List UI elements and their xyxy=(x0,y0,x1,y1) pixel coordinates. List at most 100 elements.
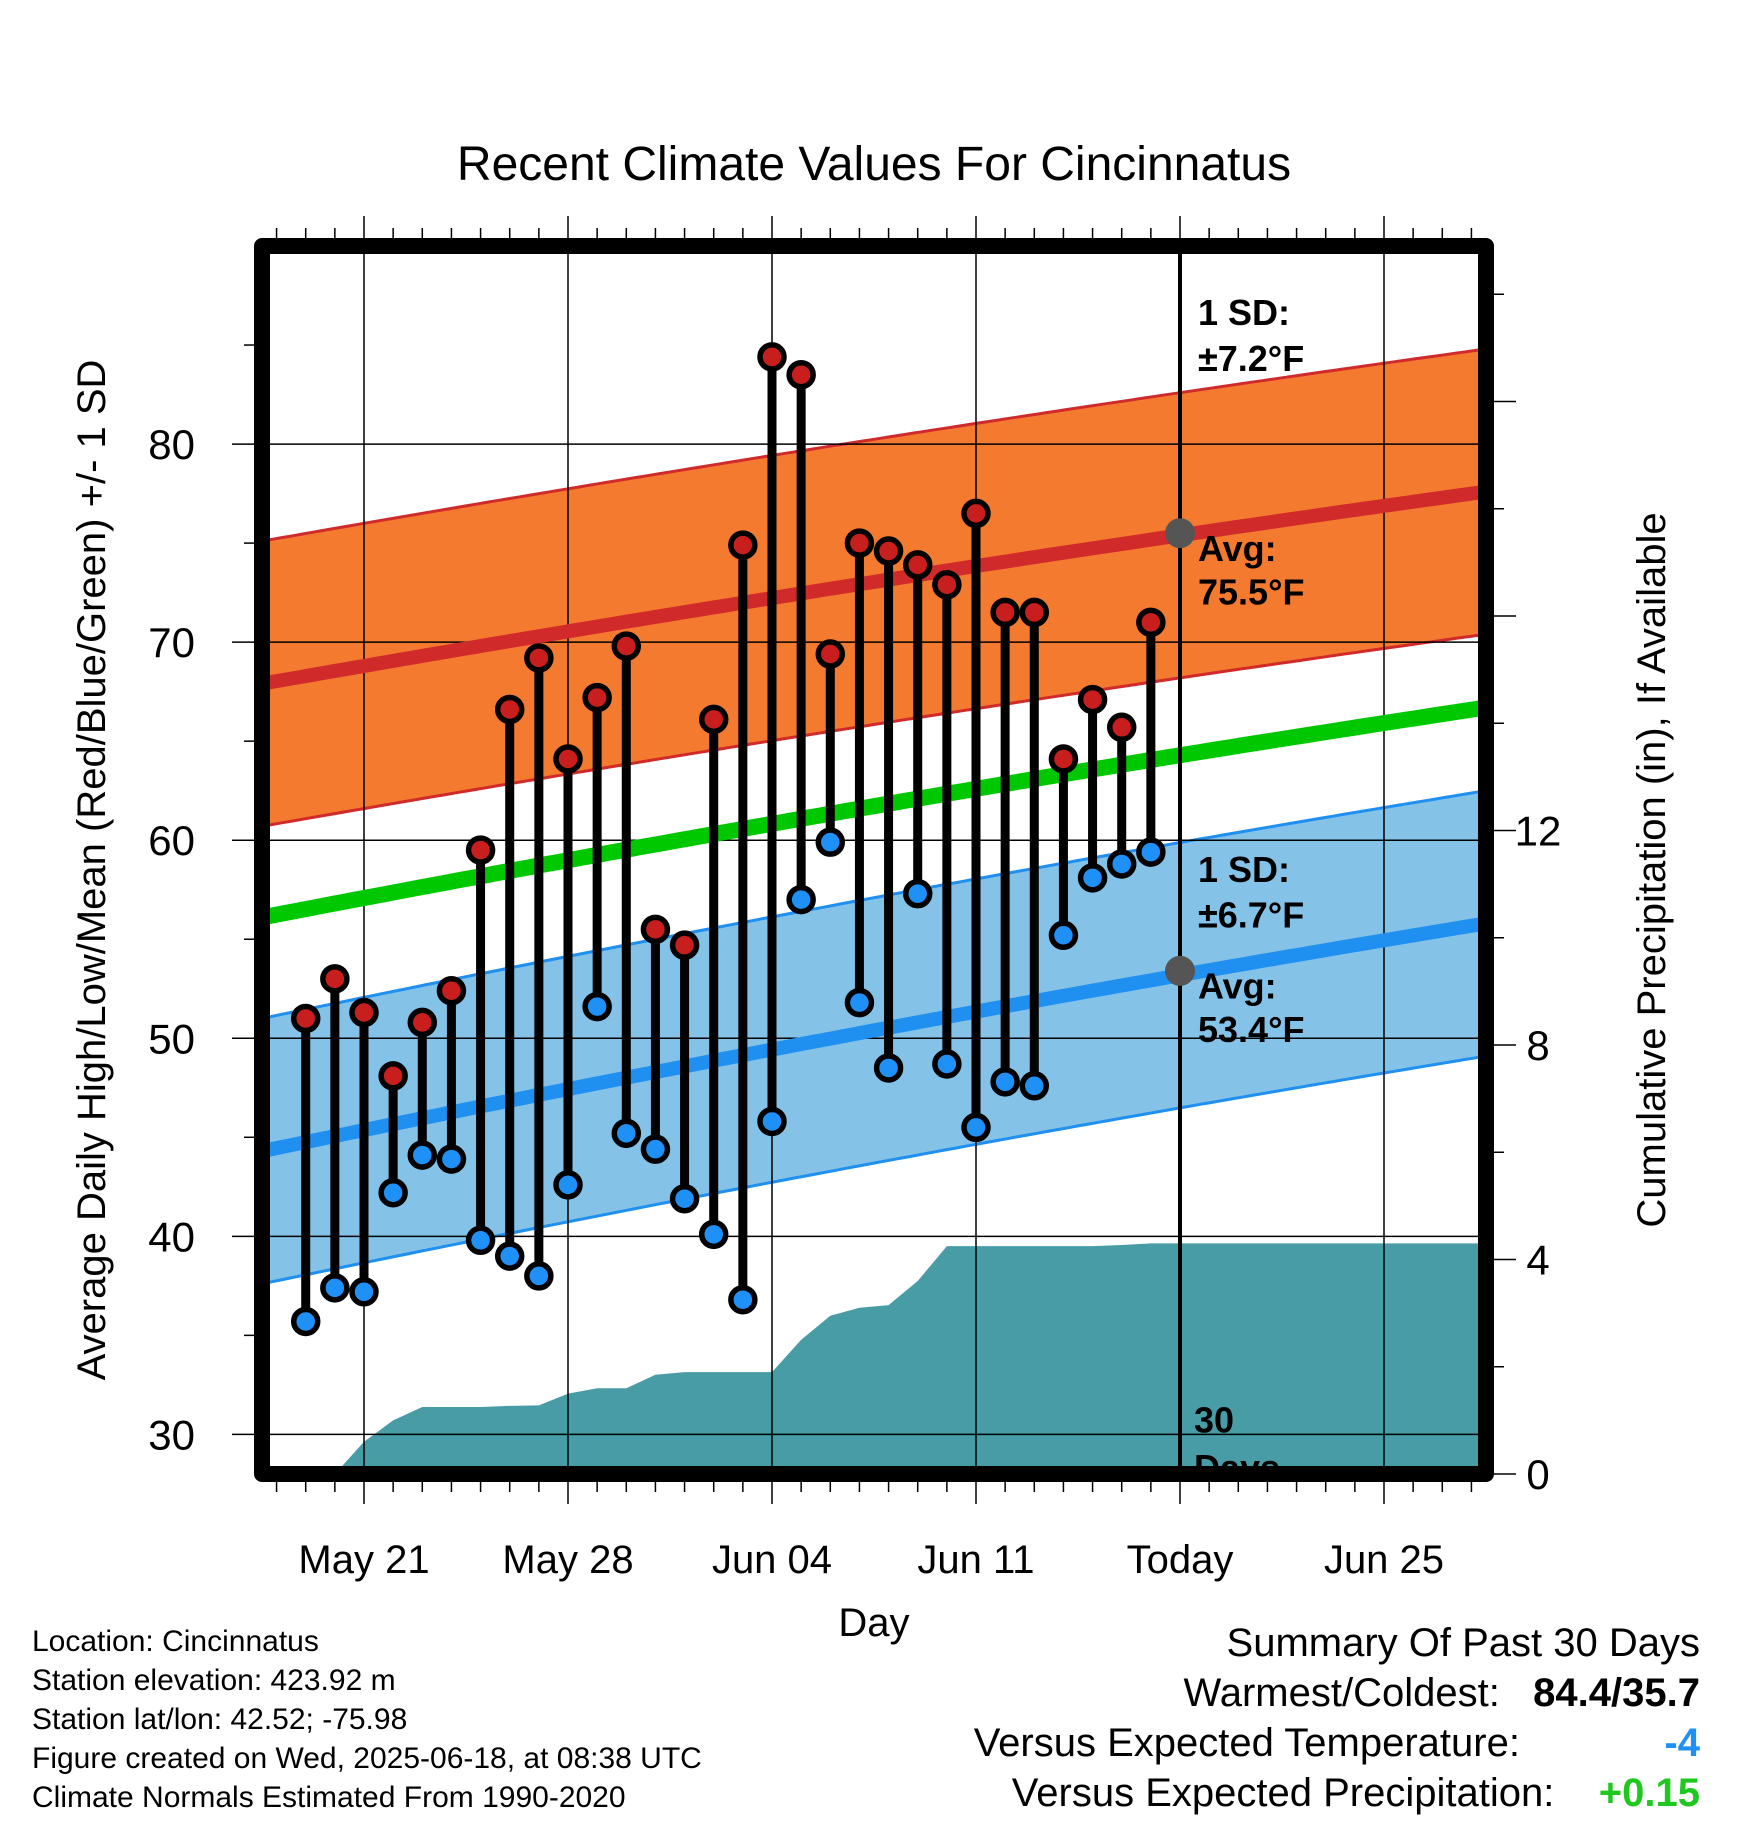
low-point xyxy=(1136,837,1166,867)
high-point xyxy=(582,682,612,713)
summary-temp-label: Versus Expected Temperature: xyxy=(973,1721,1520,1765)
y2-tick-label: 12 xyxy=(1515,808,1562,855)
y2-tick-label: 0 xyxy=(1526,1451,1549,1498)
high-point xyxy=(1048,744,1079,774)
high-point xyxy=(465,835,496,865)
x-axis-label: Day xyxy=(838,1601,909,1645)
y2-tick-label: 8 xyxy=(1526,1022,1549,1069)
high-point xyxy=(407,1007,438,1038)
high-band-lower xyxy=(262,632,1486,828)
high-point xyxy=(290,1003,321,1034)
low-sd-value: ±6.7°F xyxy=(1198,894,1304,935)
low-point xyxy=(465,1225,496,1256)
high-sd-label: 1 SD: xyxy=(1198,292,1290,333)
low-band-upper xyxy=(262,789,1486,1020)
high-point xyxy=(815,639,846,669)
low-sd-label: 1 SD: xyxy=(1198,849,1290,890)
low-point xyxy=(1048,920,1079,951)
high-point xyxy=(669,930,700,960)
low-point xyxy=(1106,849,1137,879)
low-point xyxy=(932,1049,962,1079)
summary-precip-value: +0.15 xyxy=(1598,1771,1700,1815)
y-tick-label: 60 xyxy=(148,817,195,864)
summary-title: Summary Of Past 30 Days xyxy=(1226,1621,1700,1665)
low-point xyxy=(378,1177,408,1208)
summary-precip-label: Versus Expected Precipitation: xyxy=(1011,1771,1555,1815)
high-point xyxy=(320,964,350,994)
x-tick-label: Jun 25 xyxy=(1324,1538,1444,1582)
high-point xyxy=(961,498,991,529)
x-tick-label: Jun 04 xyxy=(712,1538,832,1582)
window-days-label: Days xyxy=(1194,1447,1280,1488)
high-avg-value: 75.5°F xyxy=(1198,571,1304,612)
high-point xyxy=(932,569,962,600)
window-days-number: 30 xyxy=(1194,1399,1234,1440)
station-info: Location: Cincinnatus Station elevation:… xyxy=(32,1622,702,1817)
low-point xyxy=(349,1277,379,1307)
summary-warm-cold-label: Warmest/Coldest: xyxy=(1183,1671,1500,1715)
low-point xyxy=(990,1067,1020,1097)
summary-panel: Summary Of Past 30 Days Warmest/Coldest:… xyxy=(974,1618,1700,1818)
low-point xyxy=(407,1140,438,1170)
low-avg-value: 53.4°F xyxy=(1198,1009,1304,1050)
low-point xyxy=(815,827,846,857)
high-point xyxy=(990,597,1020,628)
plot-frame xyxy=(254,238,1494,1482)
low-point xyxy=(728,1284,758,1315)
low-point xyxy=(524,1261,554,1291)
y-tick-label: 70 xyxy=(148,619,195,666)
low-point xyxy=(698,1219,729,1250)
high-point xyxy=(494,694,525,725)
high-point xyxy=(611,631,642,661)
high-point xyxy=(1019,597,1050,628)
high-point xyxy=(1106,712,1137,743)
today-low-avg-dot xyxy=(1165,955,1195,986)
summary-precip-row: Versus Expected Precipitation: +0.15 xyxy=(974,1768,1700,1818)
low-point xyxy=(1077,863,1108,893)
axes: May 21 May 28 Jun 04 Jun 11 Today Jun 2530405… xyxy=(148,216,1561,1582)
low-point xyxy=(786,884,816,915)
high-point xyxy=(844,528,875,558)
chart-title: Recent Climate Values For Cincinnatus xyxy=(457,138,1291,191)
low-point xyxy=(494,1241,525,1271)
high-point xyxy=(553,744,583,774)
high-point xyxy=(728,530,758,560)
station-location: Location: Cincinnatus xyxy=(32,1625,319,1658)
high-point xyxy=(902,550,933,580)
low-point xyxy=(844,987,875,1018)
low-point xyxy=(640,1134,671,1164)
low-point xyxy=(611,1118,642,1149)
low-point xyxy=(320,1273,350,1303)
low-point xyxy=(436,1144,467,1174)
normals-period: Climate Normals Estimated From 1990-2020 xyxy=(32,1781,626,1814)
low-point xyxy=(582,991,612,1022)
low-point xyxy=(553,1170,583,1200)
summary-temp-value: -4 xyxy=(1664,1721,1700,1765)
x-tick-label: Today xyxy=(1127,1538,1234,1582)
summary-temp-row: Versus Expected Temperature: -4 xyxy=(974,1718,1700,1768)
normal-high-line xyxy=(262,484,1486,691)
summary-warm-cold-value: 84.4/35.7 xyxy=(1533,1671,1700,1715)
y-axis-label: Average Daily High/Low/Mean (Red/Blue/Gr… xyxy=(70,360,114,1381)
y-tick-label: 40 xyxy=(148,1213,195,1260)
station-elevation: Station elevation: 423.92 m xyxy=(32,1664,396,1697)
high-point xyxy=(640,914,671,945)
low-point xyxy=(1019,1071,1050,1101)
high-sd-value: ±7.2°F xyxy=(1198,338,1304,379)
figure-created: Figure created on Wed, 2025-06-18, at 08… xyxy=(32,1742,702,1775)
x-tick-label: Jun 11 xyxy=(917,1538,1034,1582)
high-point xyxy=(757,342,787,372)
high-band-upper xyxy=(262,347,1486,543)
low-point xyxy=(290,1306,321,1337)
x-tick-label: May 21 xyxy=(298,1538,429,1582)
normal-low-line xyxy=(262,916,1486,1159)
normal-mean-line xyxy=(262,699,1486,926)
y-tick-label: 80 xyxy=(148,421,195,468)
high-point xyxy=(436,975,467,1006)
high-point xyxy=(1077,684,1108,715)
low-point xyxy=(902,878,933,909)
high-point xyxy=(1136,607,1166,638)
today-high-avg-dot xyxy=(1165,518,1195,549)
